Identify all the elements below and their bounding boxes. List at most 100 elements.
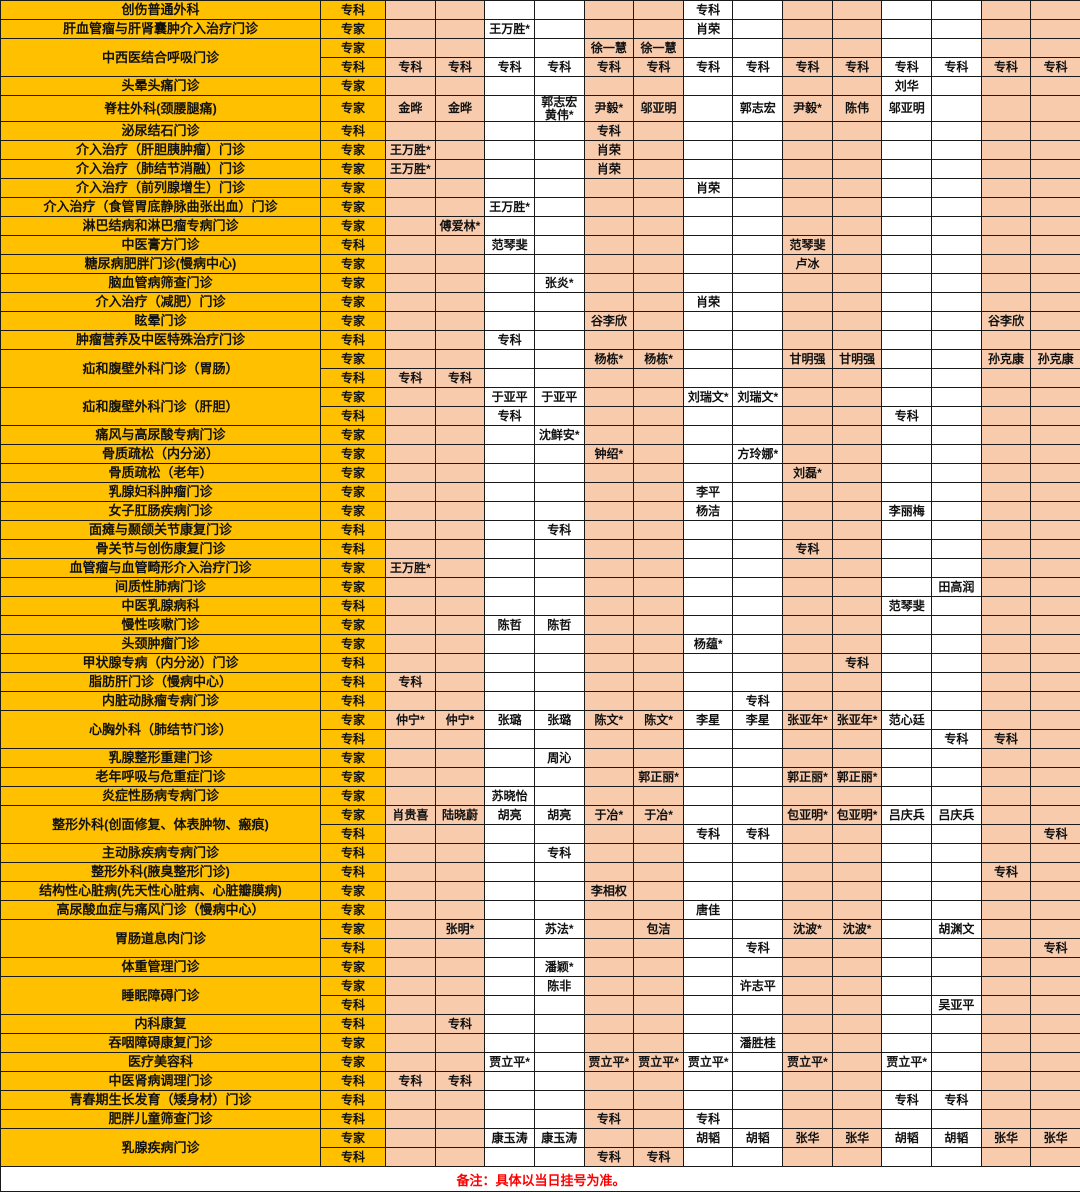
schedule-empty-cell [683,217,733,236]
schedule-empty-cell [882,768,932,787]
schedule-empty-cell [634,274,684,293]
schedule-empty-cell [733,274,783,293]
schedule-empty-cell [932,1,982,20]
schedule-empty-cell [386,654,436,673]
schedule-empty-cell [435,179,485,198]
schedule-empty-cell [832,1148,882,1167]
schedule-slot-cell: 专科 [634,58,684,77]
schedule-empty-cell [534,483,584,502]
schedule-empty-cell [832,160,882,179]
schedule-empty-cell [932,749,982,768]
schedule-slot-cell: 胡韬 [683,1129,733,1148]
department-name-cell: 介入治疗（减肥）门诊 [1,293,321,312]
schedule-slot-cell: 范琴斐 [783,236,833,255]
schedule-empty-cell [485,293,535,312]
department-name-cell: 糖尿病肥胖门诊(慢病中心) [1,255,321,274]
schedule-row: 结构性心脏病(先天性心脏病、心脏瓣膜病)专家李相权 [1,882,1080,901]
clinic-type-cell: 专科 [321,1148,386,1167]
schedule-slot-cell: 徐一慧 [584,39,634,58]
schedule-empty-cell [733,654,783,673]
schedule-row: 胃肠道息肉门诊专家张明*苏法*包洁沈波*沈波*胡渊文 [1,920,1080,939]
schedule-empty-cell [634,540,684,559]
schedule-slot-cell: 尹毅* [584,96,634,122]
schedule-empty-cell [882,312,932,331]
clinic-type-cell: 专家 [321,920,386,939]
schedule-empty-cell [981,1148,1031,1167]
schedule-empty-cell [584,654,634,673]
schedule-empty-cell [435,160,485,179]
schedule-empty-cell [981,77,1031,96]
schedule-empty-cell [882,521,932,540]
schedule-empty-cell [882,293,932,312]
schedule-empty-cell [485,1110,535,1129]
schedule-slot-cell: 胡渊文 [932,920,982,939]
schedule-row: 糖尿病肥胖门诊(慢病中心)专家卢冰 [1,255,1080,274]
schedule-empty-cell [435,1148,485,1167]
schedule-empty-cell [733,635,783,654]
schedule-empty-cell [634,521,684,540]
schedule-empty-cell [435,578,485,597]
schedule-slot-cell: 专科 [733,692,783,711]
schedule-empty-cell [882,331,932,350]
clinic-type-cell: 专科 [321,236,386,255]
schedule-empty-cell [534,730,584,749]
schedule-empty-cell [534,635,584,654]
schedule-empty-cell [584,939,634,958]
schedule-empty-cell [435,616,485,635]
schedule-empty-cell [435,825,485,844]
schedule-empty-cell [485,39,535,58]
schedule-empty-cell [386,863,436,882]
schedule-slot-cell: 张华 [1031,1129,1080,1148]
schedule-empty-cell [634,882,684,901]
schedule-empty-cell [485,274,535,293]
department-name-cell: 介入治疗（肺结节消融）门诊 [1,160,321,179]
schedule-empty-cell [386,901,436,920]
schedule-empty-cell [584,255,634,274]
schedule-empty-cell [1031,20,1080,39]
schedule-empty-cell [485,635,535,654]
schedule-row: 医疗美容科专家贾立平*贾立平*贾立平*贾立平*贾立平*贾立平* [1,1053,1080,1072]
schedule-empty-cell [435,597,485,616]
schedule-empty-cell [733,749,783,768]
clinic-type-cell: 专科 [321,825,386,844]
schedule-slot-cell: 贾立平* [882,1053,932,1072]
department-name-cell: 淋巴结病和淋巴瘤专病门诊 [1,217,321,236]
schedule-empty-cell [932,464,982,483]
schedule-slot-cell: 专科 [386,673,436,692]
schedule-empty-cell [584,369,634,388]
schedule-empty-cell [634,730,684,749]
schedule-empty-cell [584,787,634,806]
schedule-empty-cell [584,464,634,483]
schedule-empty-cell [534,331,584,350]
schedule-empty-cell [435,274,485,293]
schedule-empty-cell [733,179,783,198]
schedule-empty-cell [981,445,1031,464]
schedule-empty-cell [932,825,982,844]
schedule-empty-cell [435,654,485,673]
clinic-type-cell: 专家 [321,882,386,901]
schedule-empty-cell [485,255,535,274]
schedule-empty-cell [981,635,1031,654]
schedule-empty-cell [534,464,584,483]
schedule-empty-cell [981,217,1031,236]
schedule-empty-cell [932,1034,982,1053]
schedule-slot-cell: 专科 [1031,939,1080,958]
schedule-slot-cell: 专科 [435,1072,485,1091]
schedule-empty-cell [386,1053,436,1072]
clinic-type-cell: 专家 [321,1034,386,1053]
schedule-empty-cell [882,673,932,692]
schedule-slot-cell: 王万胜* [386,160,436,179]
schedule-empty-cell [634,407,684,426]
schedule-empty-cell [485,559,535,578]
schedule-empty-cell [534,1015,584,1034]
schedule-empty-cell [1031,198,1080,217]
schedule-slot-cell: 专科 [683,58,733,77]
clinic-type-cell: 专科 [321,844,386,863]
schedule-slot-cell: 吕庆兵 [882,806,932,825]
schedule-slot-cell: 许志平 [733,977,783,996]
schedule-empty-cell [932,217,982,236]
schedule-empty-cell [386,1091,436,1110]
schedule-slot-cell: 包亚明* [783,806,833,825]
schedule-empty-cell [634,559,684,578]
schedule-empty-cell [981,426,1031,445]
